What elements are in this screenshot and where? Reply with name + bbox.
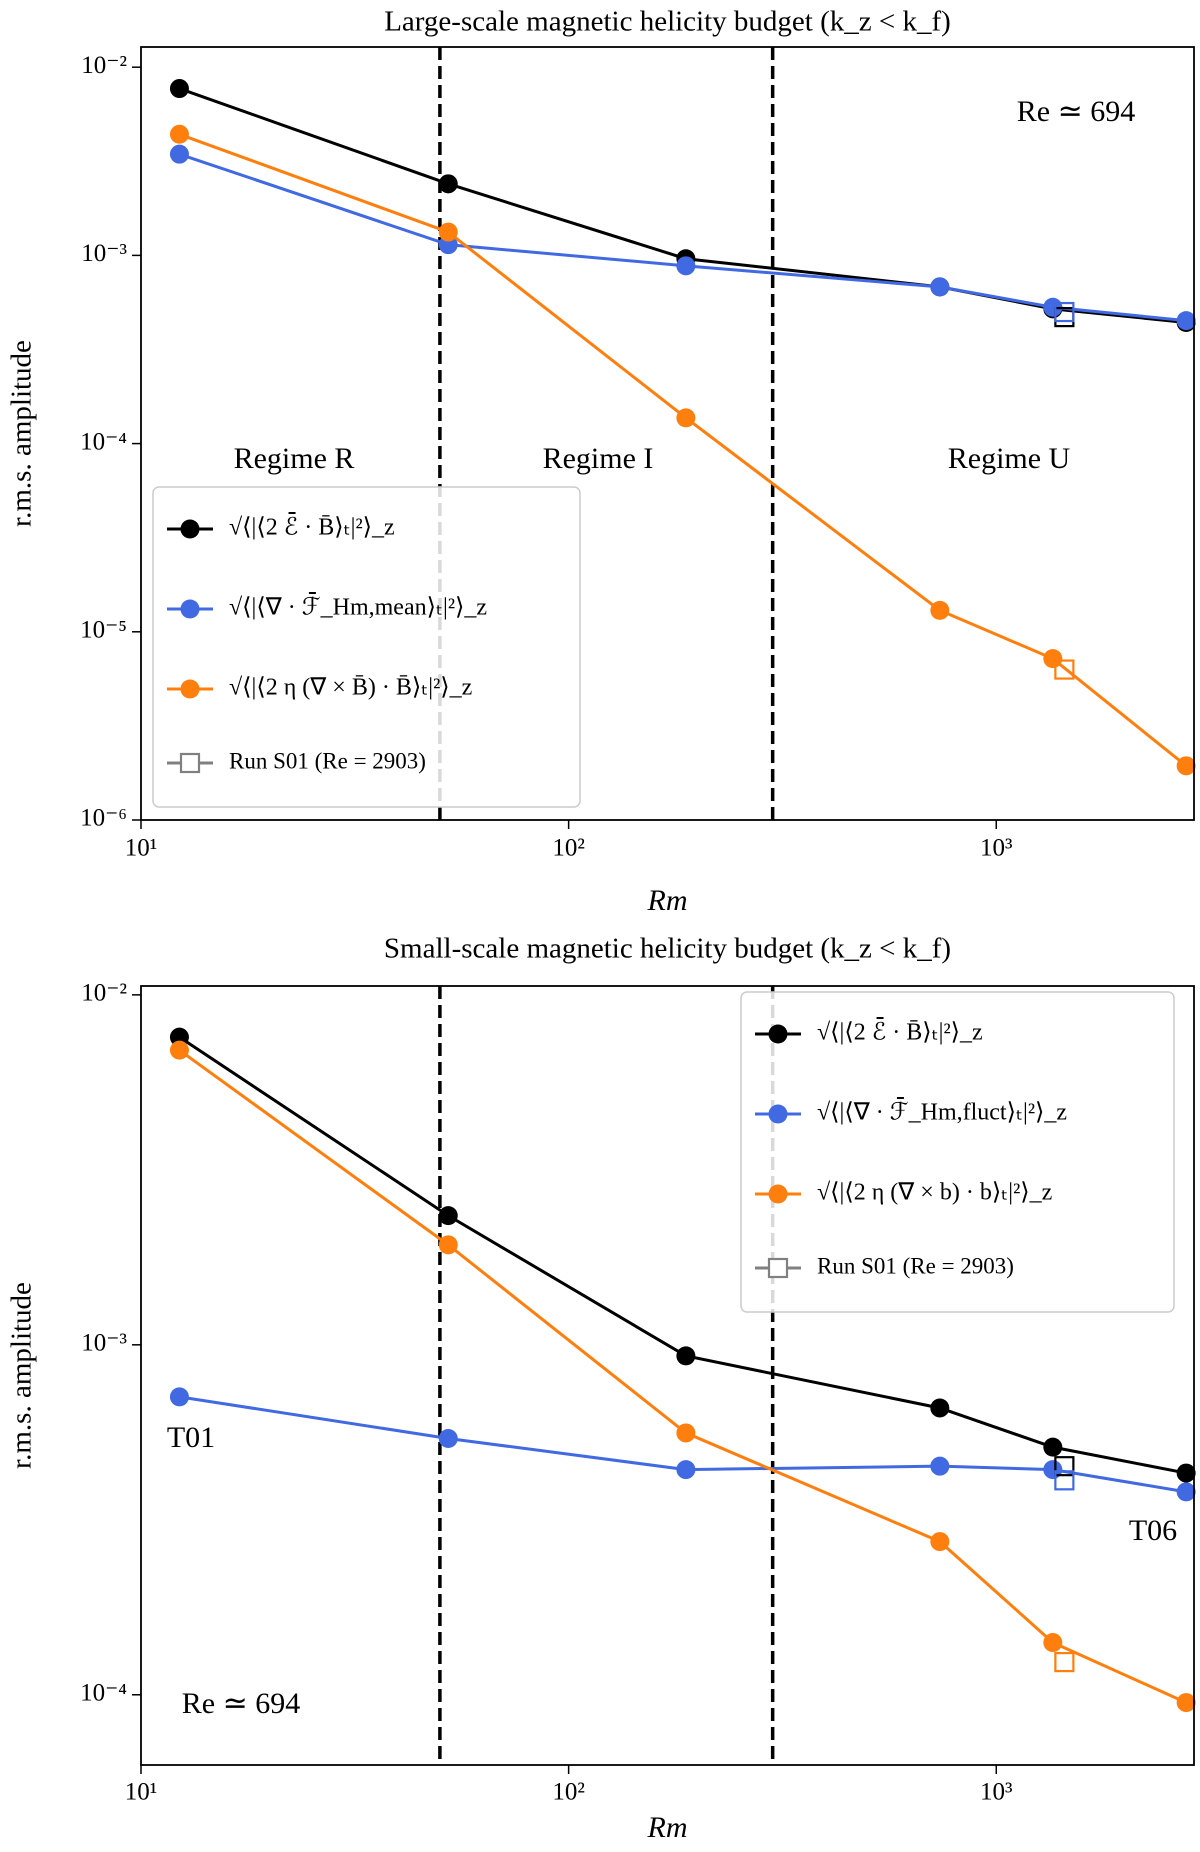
reference-point <box>1054 659 1075 680</box>
legend-marker <box>180 599 200 619</box>
x-tick-label: 10¹ <box>125 1779 158 1806</box>
series-line <box>178 132 1188 768</box>
legend-label: Run S01 (Re = 2903) <box>229 748 426 773</box>
data-point <box>930 1456 950 1476</box>
series-line <box>178 1035 1187 1475</box>
data-point <box>169 1040 189 1060</box>
data-point <box>438 174 458 194</box>
reference-point <box>1054 301 1075 323</box>
legend-label: √⟨|⟨∇ · ℱ̄_Hm,mean⟩ₜ|²⟩_z <box>229 592 487 620</box>
y-tick-label: 10⁻³ <box>81 1330 127 1357</box>
x-tick-label: 10² <box>552 1779 585 1806</box>
reference-point <box>1054 1456 1075 1477</box>
y-tick-label: 10⁻⁴ <box>80 428 127 455</box>
data-point <box>169 144 189 164</box>
legend-marker <box>768 1024 788 1044</box>
y-tick-label: 10⁻² <box>81 52 127 79</box>
legend-label: √⟨|⟨2 ℰ̄ · B̄⟩ₜ|²⟩_z <box>229 512 395 540</box>
x-tick-label: 10³ <box>980 835 1013 862</box>
data-point <box>169 79 189 99</box>
legend-marker <box>767 1257 789 1279</box>
axes-frame <box>140 985 1195 1766</box>
axes-frame <box>140 46 1195 821</box>
y-tick-label: 10⁻⁵ <box>80 617 127 644</box>
data-point <box>930 600 950 620</box>
legend-marker <box>179 752 201 774</box>
legend-label: √⟨|⟨2 η (∇ × b) · b⟩ₜ|²⟩_z <box>817 1180 1052 1206</box>
data-point <box>1043 649 1063 669</box>
data-point <box>1176 756 1196 776</box>
legend-label: Run S01 (Re = 2903) <box>817 1253 1014 1278</box>
x-tick-label: 10¹ <box>125 835 158 862</box>
y-axis-label: r.m.s. amplitude <box>6 1282 38 1469</box>
annotation: Re ≃ 694 <box>182 1687 300 1720</box>
data-point <box>438 1235 458 1255</box>
legend-box <box>740 991 1175 1313</box>
y-tick-label: 10⁻⁴ <box>80 1680 127 1707</box>
y-tick-label: 10⁻² <box>81 980 127 1007</box>
data-point <box>676 256 696 276</box>
reference-point <box>1054 1651 1075 1673</box>
legend-label: √⟨|⟨2 ℰ̄ · B̄⟩ₜ|²⟩_z <box>817 1017 983 1045</box>
y-axis-label: r.m.s. amplitude <box>6 340 38 527</box>
data-point <box>930 1532 950 1552</box>
chart-title: Small-scale magnetic helicity budget (k_… <box>384 933 951 965</box>
data-point <box>1043 1633 1063 1653</box>
annotation: Regime I <box>543 442 654 475</box>
data-point <box>676 1423 696 1443</box>
data-point <box>676 408 696 428</box>
series-line <box>178 1048 1187 1704</box>
data-point <box>438 1206 458 1226</box>
annotation: T06 <box>1129 1514 1177 1547</box>
legend-marker <box>768 1184 788 1204</box>
data-point <box>438 1428 458 1448</box>
chart-title: Large-scale magnetic helicity budget (k_… <box>384 6 951 38</box>
data-point <box>169 1387 189 1407</box>
legend-marker <box>180 679 200 699</box>
y-tick-label: 10⁻³ <box>81 240 127 267</box>
legend-box <box>152 486 581 808</box>
series-line <box>178 87 1187 324</box>
data-point <box>169 124 189 144</box>
annotation: Re ≃ 694 <box>1017 95 1135 128</box>
reference-point <box>1054 1470 1075 1491</box>
data-point <box>1176 1463 1196 1483</box>
x-axis-label: Rm <box>647 1811 688 1844</box>
data-point <box>676 1346 696 1366</box>
legend-marker <box>768 1104 788 1124</box>
data-point <box>438 222 458 242</box>
data-point <box>1176 1693 1196 1713</box>
data-point <box>1043 1437 1063 1457</box>
series-line <box>179 1395 1187 1494</box>
data-point <box>1176 1482 1196 1502</box>
annotation: Regime U <box>948 442 1071 475</box>
series-line <box>178 152 1187 323</box>
annotation: T01 <box>167 1421 215 1454</box>
x-tick-label: 10² <box>552 835 585 862</box>
x-axis-label: Rm <box>647 884 688 917</box>
data-point <box>676 1460 696 1480</box>
legend-marker <box>180 519 200 539</box>
legend-label: √⟨|⟨∇ · ℱ̄_Hm,fluct⟩ₜ|²⟩_z <box>817 1097 1067 1125</box>
data-point <box>930 277 950 297</box>
data-point <box>930 1398 950 1418</box>
data-point <box>169 1027 189 1047</box>
y-tick-label: 10⁻⁶ <box>80 805 127 832</box>
legend-label: √⟨|⟨2 η (∇ × B̄) · B̄⟩ₜ|²⟩_z <box>229 675 472 701</box>
data-point <box>1176 311 1196 331</box>
annotation: Regime R <box>234 442 355 475</box>
x-tick-label: 10³ <box>980 1779 1013 1806</box>
